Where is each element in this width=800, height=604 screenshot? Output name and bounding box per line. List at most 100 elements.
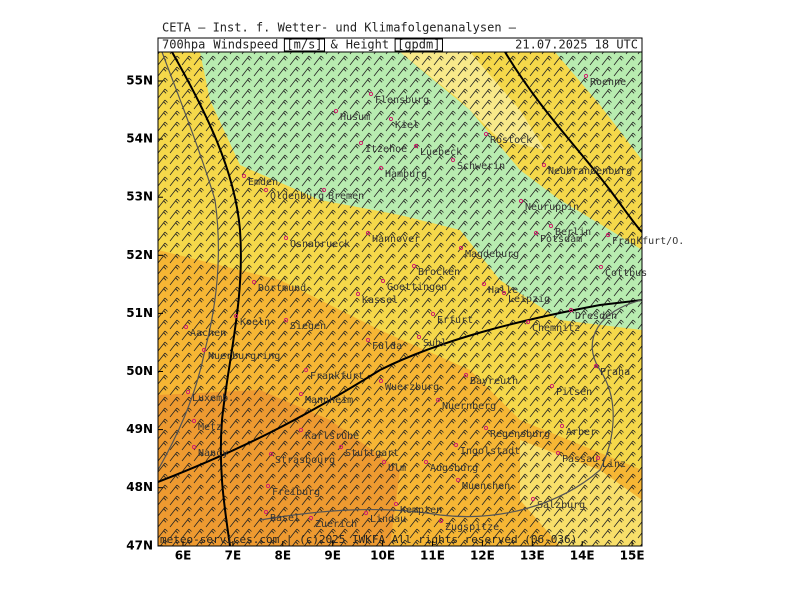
lon-label: 11E	[420, 549, 445, 563]
city-label: Mannheim	[305, 395, 353, 406]
city-dot	[378, 378, 384, 384]
city-dot	[368, 91, 374, 97]
border	[158, 52, 219, 471]
city-dot	[595, 455, 601, 461]
lat-label: 47N	[126, 538, 153, 552]
institute: CETA – Inst. f. Wetter- und Klimafolgena…	[162, 21, 517, 35]
lat-label: 51N	[126, 306, 153, 320]
city-label: Itzehoe	[365, 144, 407, 155]
city-dot	[298, 391, 304, 397]
city-dot	[298, 427, 304, 433]
field-label: 700hpa	[162, 38, 205, 52]
city-dot	[481, 281, 487, 287]
city-dot	[583, 73, 589, 79]
city-label: Neuruppin	[525, 202, 579, 213]
city-label: Frankfurt/O.	[612, 236, 684, 247]
city-dot	[525, 319, 531, 325]
city-dot	[430, 311, 436, 317]
copyright: meteo-services.com | (c)2025 IWKFA All r…	[160, 533, 577, 546]
city-dot	[559, 423, 565, 429]
city-label: Salzburg	[537, 500, 585, 511]
city-label: Oldenburg	[270, 191, 324, 202]
city-dot	[355, 291, 361, 297]
city-dot	[365, 337, 371, 343]
city-dot	[530, 496, 536, 502]
city-label: Osnabrueck	[290, 239, 350, 250]
height-contour	[158, 299, 642, 483]
city-dot	[388, 116, 394, 122]
city-label: Aachen	[190, 328, 226, 339]
city-label: Leipzig	[508, 294, 550, 305]
city-label: Ingolstadt	[460, 446, 520, 457]
city-label: Bremen	[328, 191, 364, 202]
city-dot	[333, 108, 339, 114]
city-label: Magdeburg	[465, 249, 519, 260]
field-box	[283, 38, 326, 52]
city-label: Nuerburgring	[208, 351, 280, 362]
city-dot	[483, 425, 489, 431]
city-dot	[483, 131, 489, 137]
lon-label: 9E	[324, 549, 341, 563]
border	[259, 299, 642, 521]
city-label: Lindau	[370, 514, 406, 525]
lat-label: 53N	[126, 190, 153, 204]
city-label: Chemnitz	[532, 323, 580, 334]
city-label: Kiel	[395, 120, 419, 131]
city-dot	[283, 235, 289, 241]
city-label: Kempten	[400, 505, 442, 516]
city-label: Wuerzburg	[385, 382, 439, 393]
city-label: Nancy	[198, 448, 228, 459]
lat-label: 49N	[126, 422, 153, 436]
city-dot	[251, 279, 257, 285]
city-dot	[378, 165, 384, 171]
city-dot	[321, 187, 327, 193]
city-label: Siegen	[290, 321, 326, 332]
lon-label: 10E	[370, 549, 395, 563]
city-dot	[268, 451, 274, 457]
city-dot	[605, 232, 611, 238]
city-label: Dresden	[575, 311, 617, 322]
city-label: Dortmund	[258, 283, 306, 294]
field-label: &	[331, 38, 339, 52]
city-dot	[283, 317, 289, 323]
city-dot	[541, 162, 547, 168]
city-dot	[365, 230, 371, 236]
city-label: Arber	[566, 427, 596, 438]
city-dot	[416, 334, 422, 340]
lon-label: 6E	[175, 549, 192, 563]
city-label: Regensburg	[490, 429, 550, 440]
city-label: Fulda	[372, 341, 402, 352]
height-contour	[171, 52, 242, 546]
lon-label: 14E	[570, 549, 595, 563]
city-label: Goettingen	[387, 282, 447, 293]
city-label: Stuttgart	[345, 448, 399, 459]
city-label: Luxemb.	[192, 393, 234, 404]
city-label: Hamburg	[385, 169, 427, 180]
field-label: Windspeed	[213, 38, 278, 52]
lat-label: 55N	[126, 74, 153, 88]
city-label: Metz	[198, 422, 222, 433]
city-label: Linz	[602, 459, 626, 470]
city-dot	[413, 143, 419, 149]
city-label: Halle	[488, 285, 518, 296]
cities: Flensburg Husum Kiel Itzehoe Luebeck Rostock S…	[183, 73, 684, 533]
city-dot	[381, 459, 387, 465]
city-dot	[548, 223, 554, 229]
city-dot	[598, 264, 604, 270]
city-dot	[458, 245, 464, 251]
city-label: Flensburg	[375, 95, 429, 106]
city-label: Augsburg	[430, 463, 478, 474]
map-area	[158, 52, 642, 546]
city-dot	[453, 442, 459, 448]
city-dot	[363, 510, 369, 516]
city-dot	[380, 278, 386, 284]
city-label: Schwerin	[457, 161, 505, 172]
city-dot	[438, 518, 444, 524]
lat-label: 54N	[126, 132, 153, 146]
field-box	[394, 38, 443, 52]
city-dot	[263, 509, 269, 515]
city-dot	[185, 389, 191, 395]
city-label: Rostock	[490, 135, 532, 146]
city-label: Zuerich	[315, 519, 357, 530]
